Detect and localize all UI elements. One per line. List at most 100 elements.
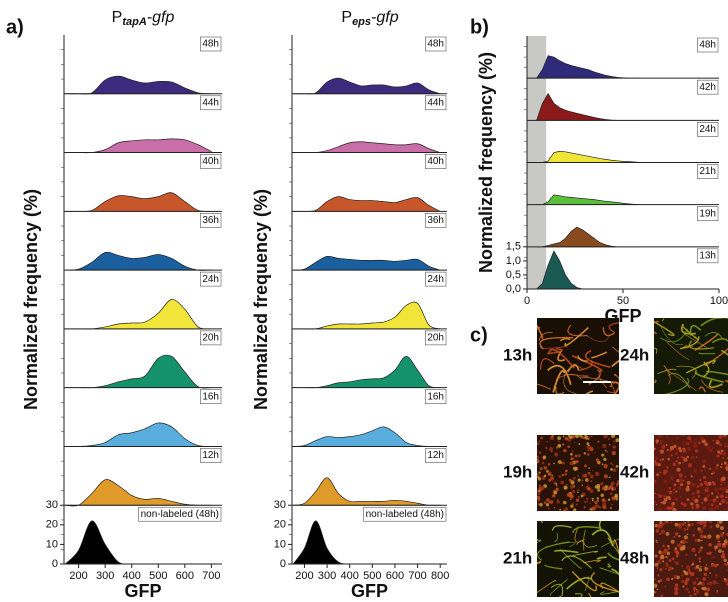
speckle (549, 500, 554, 504)
speckle (684, 475, 687, 479)
speckle (654, 577, 657, 580)
speckle (704, 469, 707, 471)
x-tick-label: 400 (341, 570, 359, 582)
speckle (690, 502, 694, 506)
y-tick-label: 10 (274, 538, 286, 550)
speckle (685, 565, 691, 570)
speckle (715, 573, 718, 577)
speckle (577, 489, 580, 492)
speckle (609, 485, 614, 490)
speckle (686, 525, 689, 529)
speckle (711, 446, 714, 449)
speckle (659, 439, 663, 444)
speckle (718, 549, 722, 553)
label-box (200, 389, 222, 404)
speckle (681, 539, 686, 545)
speckle (667, 547, 671, 550)
speckle (686, 485, 690, 489)
speckle (596, 497, 600, 500)
y-tick-label: 20 (46, 519, 58, 531)
speckle (708, 448, 713, 453)
streak (566, 550, 599, 558)
speckle (678, 534, 681, 538)
speckle (666, 436, 669, 439)
speckle (654, 447, 656, 451)
speckle (542, 455, 547, 459)
speckle (719, 487, 722, 490)
speckle (613, 440, 615, 443)
speckle (600, 493, 604, 497)
streak (538, 331, 553, 341)
speckle (695, 504, 700, 509)
speckle (705, 564, 708, 566)
speckle (550, 450, 553, 453)
speckle (706, 486, 709, 489)
speckle (674, 497, 677, 501)
speckle (587, 484, 589, 486)
speckle (665, 444, 668, 447)
speckle (660, 555, 665, 560)
speckle (609, 492, 613, 496)
speckle (711, 556, 714, 559)
speckle (686, 533, 689, 536)
speckle (706, 445, 710, 450)
speckle (692, 492, 695, 495)
speckle (676, 478, 680, 483)
speckle (564, 469, 568, 473)
streak (708, 379, 723, 389)
streak (537, 580, 557, 594)
speckle (677, 543, 682, 548)
speckle (670, 521, 673, 524)
series-label: 24h (427, 274, 444, 285)
speckle (674, 560, 676, 563)
series-label: 48h (202, 39, 219, 50)
speckle (718, 540, 720, 543)
speckle (654, 524, 658, 528)
speckle (552, 435, 555, 437)
speckle (684, 579, 688, 583)
streak (583, 559, 601, 564)
speckle (717, 477, 719, 480)
speckle (603, 435, 608, 439)
area (293, 196, 441, 212)
speckle (664, 507, 668, 510)
y-tick-label: 20 (274, 519, 286, 531)
speckle (573, 508, 577, 511)
speckle (583, 452, 587, 455)
speckle (668, 486, 672, 490)
area (293, 77, 441, 95)
speckle (558, 475, 562, 478)
streak (551, 525, 572, 531)
speckle (723, 435, 727, 437)
speckle (553, 462, 555, 465)
speckle (678, 473, 683, 478)
speckle (659, 579, 663, 582)
speckle (666, 449, 669, 452)
speckle (539, 502, 543, 507)
speckle (546, 469, 549, 473)
speckle (698, 529, 704, 534)
speckle (659, 532, 662, 535)
y-axis-label: Normalized frequency (%) (251, 189, 271, 410)
panel-label: b) (470, 16, 489, 38)
x-tick-label: 500 (363, 570, 381, 582)
streak (549, 579, 568, 596)
label-box (697, 37, 719, 53)
speckle (555, 487, 559, 492)
streak (566, 363, 580, 373)
series-label: 24h (699, 124, 716, 135)
speckle (691, 506, 694, 509)
streak (609, 381, 619, 394)
micrograph-label: 13h (503, 345, 532, 364)
streak (584, 576, 590, 592)
speckle (590, 506, 592, 508)
speckle (709, 525, 713, 529)
streak (721, 349, 728, 356)
speckle (724, 562, 728, 567)
speckle (538, 451, 542, 455)
label-box (200, 330, 222, 346)
speckle (543, 474, 547, 478)
streak (588, 592, 592, 597)
streak (657, 368, 677, 375)
speckle (723, 577, 726, 581)
